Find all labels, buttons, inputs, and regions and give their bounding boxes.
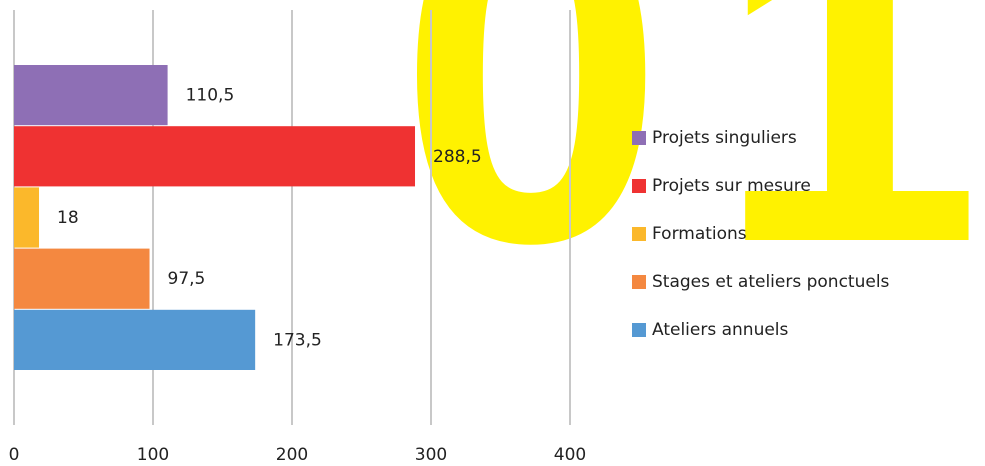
x-tick-label: 100 [137, 445, 169, 465]
legend-label: Stages et ateliers ponctuels [652, 272, 890, 292]
bar [14, 187, 40, 248]
legend-label: Projets sur mesure [652, 176, 811, 196]
value-label: 110,5 [186, 86, 235, 106]
legend-swatch [632, 131, 646, 145]
legend-label: Projets singuliers [652, 128, 797, 148]
value-label: 288,5 [433, 147, 482, 167]
bar [14, 309, 256, 370]
legend-swatch [632, 323, 646, 337]
legend-swatch [632, 275, 646, 289]
x-tick-label: 400 [554, 445, 586, 465]
legend-swatch [632, 179, 646, 193]
legend-label: Formations [652, 224, 747, 244]
x-tick-label: 200 [276, 445, 308, 465]
x-tick-label: 0 [9, 445, 20, 465]
value-label: 173,5 [273, 330, 322, 350]
bar [14, 248, 150, 309]
x-tick-label: 300 [415, 445, 447, 465]
background-number: 01 [398, 0, 985, 342]
legend-label: Ateliers annuels [652, 320, 789, 340]
value-label: 18 [57, 208, 79, 228]
bar [14, 65, 168, 126]
legend-swatch [632, 227, 646, 241]
bar [14, 126, 416, 187]
value-label: 97,5 [168, 269, 206, 289]
